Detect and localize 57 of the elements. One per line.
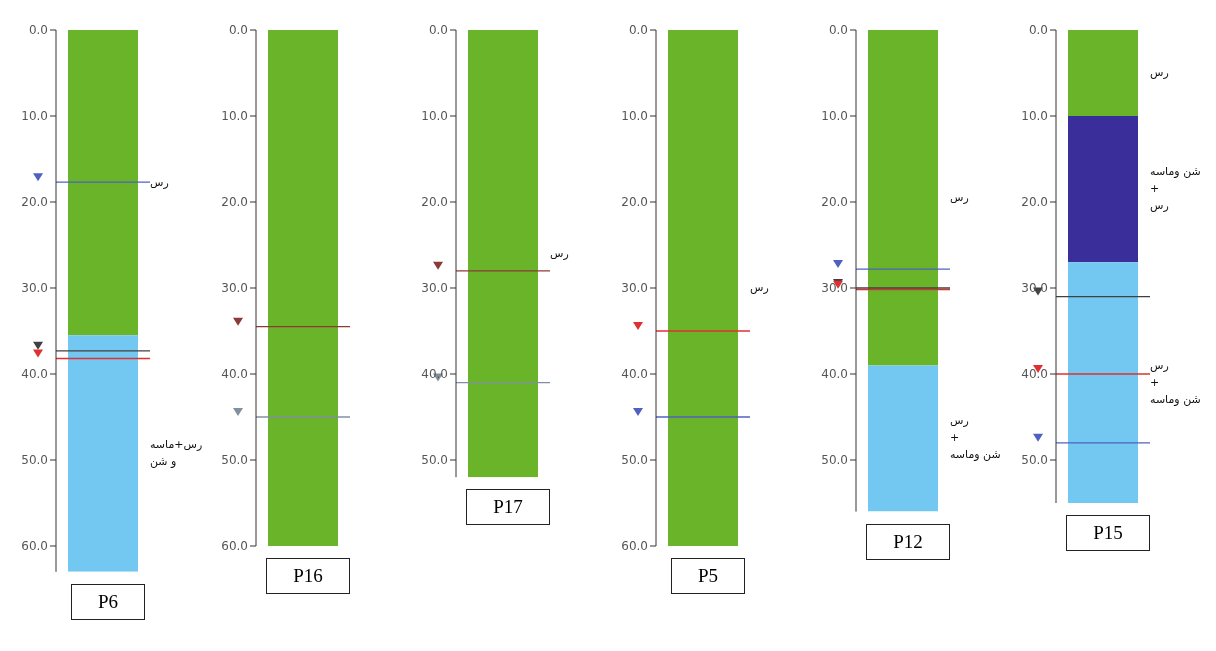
y-tick-label: 30.0 xyxy=(1021,281,1048,296)
series-label: رس + شن وماسه xyxy=(1150,358,1201,406)
text: P15 xyxy=(1066,515,1150,551)
y-tick-label: 50.0 xyxy=(21,453,48,468)
series-label: رس xyxy=(950,190,969,204)
text: P5 xyxy=(670,558,746,594)
y-tick-label: 30.0 xyxy=(821,281,848,296)
y-tick-label: 50.0 xyxy=(221,453,248,468)
bar xyxy=(1068,262,1138,503)
y-tick-label: 20.0 xyxy=(221,195,248,210)
y-tick-label: 30.0 xyxy=(21,281,48,296)
y-tick-label: 20.0 xyxy=(621,195,648,210)
y-tick-label: 30.0 xyxy=(421,281,448,296)
y-tick-label: 40.0 xyxy=(421,367,448,382)
y-tick-label: 10.0 xyxy=(621,109,648,124)
y-tick-label: 40.0 xyxy=(21,367,48,382)
y-tick-label: 40.0 xyxy=(821,367,848,382)
series-label: رس xyxy=(1150,66,1169,79)
y-tick-label: 0.0 xyxy=(628,23,648,38)
y-tick-label: 50.0 xyxy=(421,453,448,468)
y-tick-label: 30.0 xyxy=(621,281,648,296)
text: P16 xyxy=(266,558,350,594)
bar xyxy=(1068,116,1138,263)
y-tick-label: 0.0 xyxy=(428,23,448,38)
y-tick-label: 40.0 xyxy=(1021,367,1048,382)
y-tick-label: 50.0 xyxy=(1021,453,1048,468)
text: P6 xyxy=(70,583,146,620)
y-tick-label: 10.0 xyxy=(221,109,248,124)
y-tick-label: 10.0 xyxy=(821,109,848,124)
y-tick-label: 10.0 xyxy=(21,109,48,124)
bar xyxy=(1068,30,1138,116)
y-tick-label: 10.0 xyxy=(421,109,448,124)
y-tick-label: 40.0 xyxy=(621,367,648,382)
y-tick-label: 20.0 xyxy=(821,195,848,210)
y-tick-label: 0.0 xyxy=(828,23,848,38)
y-tick-label: 20.0 xyxy=(1021,195,1048,210)
y-tick-label: 60.0 xyxy=(621,539,648,554)
series-label: رس xyxy=(750,281,769,294)
series-label: رس+ماسه و شن xyxy=(150,438,203,469)
y-tick-label: 30.0 xyxy=(221,281,248,296)
y-tick-label: 50.0 xyxy=(621,453,648,468)
series-label: رس xyxy=(550,246,569,260)
y-tick-label: 10.0 xyxy=(1021,109,1048,124)
y-tick-label: 60.0 xyxy=(221,539,248,554)
text: P12 xyxy=(866,523,950,560)
y-tick-label: 20.0 xyxy=(421,195,448,210)
text: P17 xyxy=(466,489,550,526)
y-tick-label: 0.0 xyxy=(1028,23,1048,38)
series-label: شن وماسه + رس xyxy=(1150,165,1201,213)
y-tick-label: 60.0 xyxy=(21,539,48,554)
y-tick-label: 40.0 xyxy=(221,367,248,382)
y-tick-label: 20.0 xyxy=(21,195,48,210)
series-label: رس xyxy=(150,175,169,189)
y-tick-label: 0.0 xyxy=(28,23,48,38)
y-tick-label: 0.0 xyxy=(228,23,248,38)
y-tick-label: 50.0 xyxy=(821,453,848,468)
series-label: رس + شن وماسه xyxy=(950,414,1001,462)
